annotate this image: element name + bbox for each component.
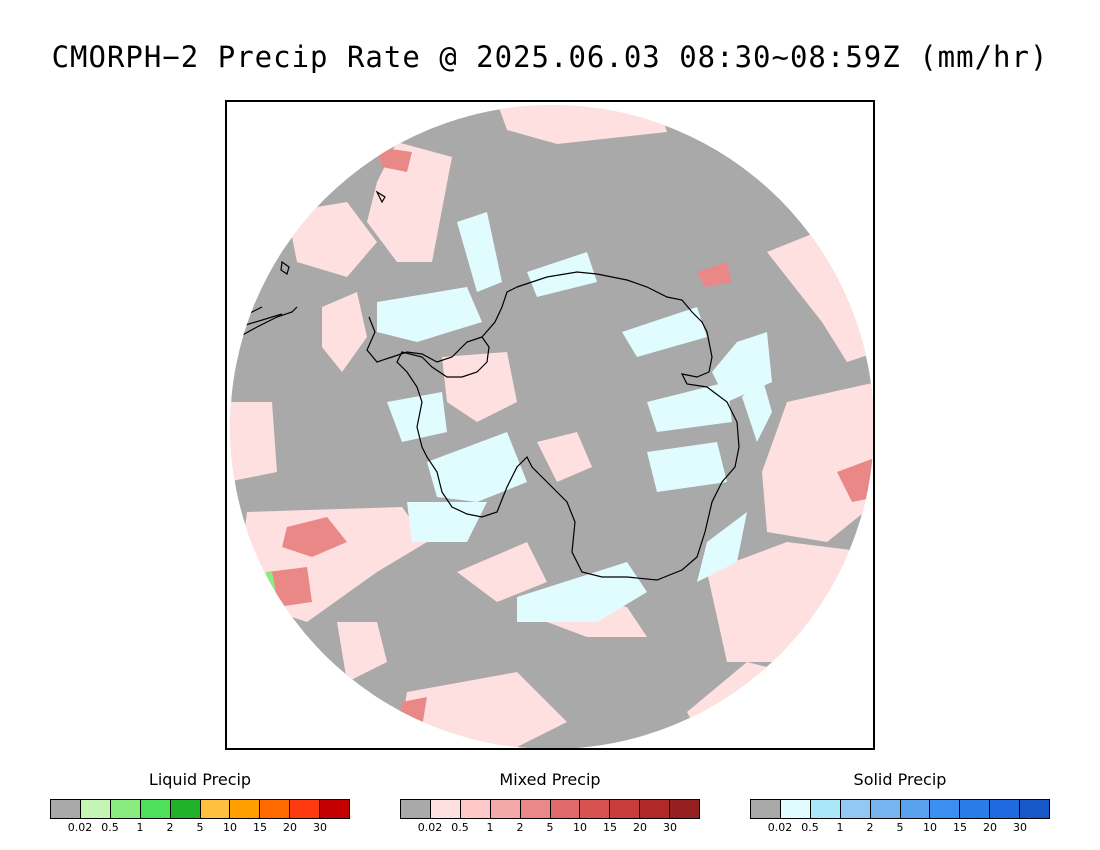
- swatch-solid-8: [990, 800, 1021, 818]
- legend-title-mixed: Mixed Precip: [499, 770, 601, 789]
- tick-label-mixed: 1: [486, 821, 494, 834]
- tick-label-solid: 30: [1013, 821, 1027, 834]
- swatch-mixed-5: [550, 800, 581, 818]
- tick-label-liquid: 30: [313, 821, 327, 834]
- colorbar-liquid: [50, 799, 350, 819]
- swatch-liquid-6: [230, 800, 261, 818]
- colorbar-ticks-solid: 0.02 0.5 1 2 5 10 15 20 30: [750, 821, 1050, 837]
- tick-label-solid: 20: [983, 821, 997, 834]
- antarctica-coastline: [396, 271, 740, 581]
- tick-label-mixed: 20: [633, 821, 647, 834]
- swatch-liquid-8: [290, 800, 321, 818]
- colorbar-ticks-mixed: 0.02 0.5 1 2 5 10 15 20 30: [400, 821, 700, 837]
- swatch-mixed-7: [610, 800, 641, 818]
- swatch-mixed-4: [520, 800, 551, 818]
- colorbar-ticks-liquid: 0.02 0.5 1 2 5 10 15 20 30: [50, 821, 350, 837]
- tick-label-solid: 2: [866, 821, 874, 834]
- swatch-mixed-0: [401, 800, 431, 818]
- swatch-solid-9: [1020, 800, 1050, 818]
- swatch-liquid-0: [51, 800, 81, 818]
- swatch-mixed-2: [460, 800, 491, 818]
- tick-label-mixed: 30: [663, 821, 677, 834]
- tick-label-solid: 0.02: [767, 821, 793, 834]
- colorbar-mixed: [400, 799, 700, 819]
- tick-label-solid: 10: [923, 821, 937, 834]
- tick-label-liquid: 10: [223, 821, 237, 834]
- legend-solid: Solid Precip 0.02 0.5 1 2 5 10 15 20 30: [750, 770, 1050, 837]
- tick-label-liquid: 0.02: [67, 821, 93, 834]
- polar-map: [225, 100, 875, 750]
- tick-label-liquid: 15: [253, 821, 267, 834]
- tick-label-solid: 0.5: [801, 821, 819, 834]
- tick-label-solid: 1: [836, 821, 844, 834]
- swatch-solid-3: [840, 800, 871, 818]
- south-georgia-islands: [280, 190, 386, 275]
- tick-label-solid: 15: [953, 821, 967, 834]
- swatch-liquid-9: [320, 800, 350, 818]
- tick-label-solid: 5: [896, 821, 904, 834]
- swatch-liquid-2: [110, 800, 141, 818]
- peninsula-coastline: [366, 316, 483, 363]
- swatch-solid-2: [810, 800, 841, 818]
- colorbar-solid: [750, 799, 1050, 819]
- tick-label-liquid: 1: [136, 821, 144, 834]
- map-canvas: [230, 105, 873, 748]
- swatch-liquid-5: [200, 800, 231, 818]
- tick-label-mixed: 0.02: [417, 821, 443, 834]
- tick-label-liquid: 20: [283, 821, 297, 834]
- solid-precip-areas: [377, 212, 772, 622]
- legend-mixed: Mixed Precip 0.02 0.5 1 2 5 10 15 20 30: [400, 770, 700, 837]
- swatch-liquid-3: [140, 800, 171, 818]
- tick-label-liquid: 0.5: [101, 821, 119, 834]
- swatch-mixed-1: [430, 800, 461, 818]
- tick-label-liquid: 5: [196, 821, 204, 834]
- swatch-mixed-3: [490, 800, 521, 818]
- swatch-solid-7: [960, 800, 991, 818]
- legend-liquid: Liquid Precip 0.02 0.5 1 2 5 10 15 20 30: [50, 770, 350, 837]
- swatch-solid-0: [751, 800, 781, 818]
- swatch-mixed-9: [670, 800, 700, 818]
- tick-label-liquid: 2: [166, 821, 174, 834]
- swatch-solid-1: [780, 800, 811, 818]
- swatch-liquid-1: [80, 800, 111, 818]
- legend-title-liquid: Liquid Precip: [148, 770, 252, 789]
- swatch-solid-5: [900, 800, 931, 818]
- coastlines: [238, 190, 740, 581]
- legend-title-solid: Solid Precip: [853, 770, 947, 789]
- swatch-mixed-8: [640, 800, 671, 818]
- swatch-liquid-7: [260, 800, 291, 818]
- tick-label-mixed: 0.5: [451, 821, 469, 834]
- swatch-solid-6: [930, 800, 961, 818]
- tick-label-mixed: 15: [603, 821, 617, 834]
- chart-title: CMORPH−2 Precip Rate @ 2025.06.03 08:30~…: [51, 40, 1049, 74]
- tick-label-mixed: 2: [516, 821, 524, 834]
- swatch-liquid-4: [170, 800, 201, 818]
- tick-label-mixed: 5: [546, 821, 554, 834]
- swatch-solid-4: [870, 800, 901, 818]
- swatch-mixed-6: [580, 800, 611, 818]
- tick-label-mixed: 10: [573, 821, 587, 834]
